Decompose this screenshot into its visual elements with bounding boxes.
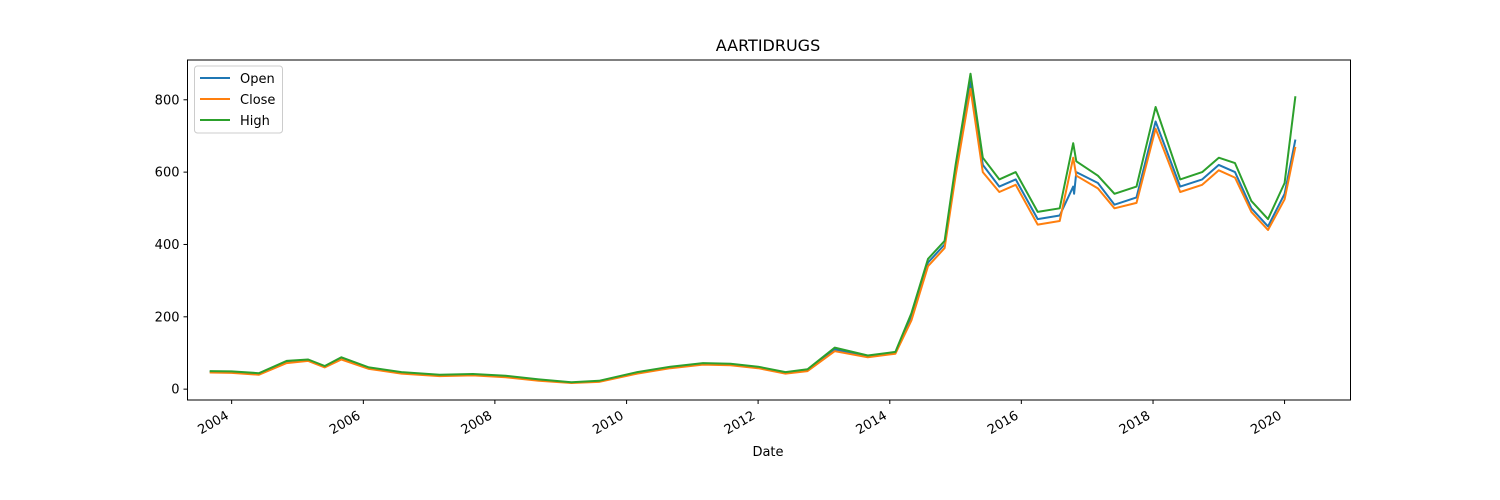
series-line-close xyxy=(209,87,1297,384)
x-tick-label: 2010 xyxy=(590,408,626,438)
x-tick-label: 2004 xyxy=(195,408,231,438)
x-tick-label: 2016 xyxy=(985,408,1021,438)
y-axis: 0 200 400 600 800 xyxy=(155,93,188,398)
x-tick-label: 2020 xyxy=(1248,408,1284,438)
x-tick-label: 2012 xyxy=(722,408,758,438)
series-line-high xyxy=(209,72,1297,384)
legend-box xyxy=(194,65,283,134)
y-tick-label: 800 xyxy=(155,93,180,108)
y-tick-label: 0 xyxy=(171,383,179,398)
legend-label-close: Close xyxy=(240,93,275,108)
series-group xyxy=(209,72,1297,384)
legend-label-high: High xyxy=(240,114,270,129)
y-tick-label: 400 xyxy=(155,238,180,253)
y-tick-label: 200 xyxy=(155,310,180,325)
series-line-open xyxy=(209,80,1297,384)
y-tick-label: 600 xyxy=(155,166,180,181)
x-tick-label: 2014 xyxy=(854,408,890,438)
plot-frame xyxy=(187,59,1351,401)
legend-label-open: Open xyxy=(240,72,275,87)
x-tick-label: 2006 xyxy=(327,408,363,438)
x-axis-label: Date xyxy=(752,445,783,460)
legend: Open Close High xyxy=(194,65,283,134)
x-tick-label: 2018 xyxy=(1117,408,1153,438)
chart-title: AARTIDRUGS xyxy=(716,36,820,55)
x-tick-label: 2008 xyxy=(459,408,495,438)
x-axis: 2004 2006 2008 2010 2012 2014 2016 2018 2020 xyxy=(195,400,1286,438)
